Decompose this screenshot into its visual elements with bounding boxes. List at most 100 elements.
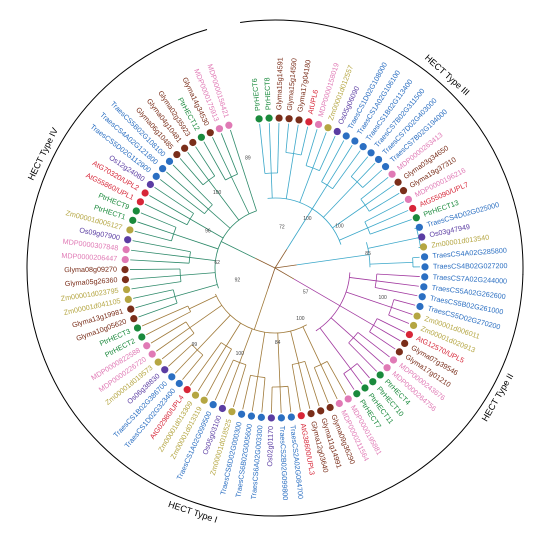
leaf-marker (361, 384, 369, 392)
clade-branch (253, 288, 269, 330)
subclade-branch (231, 176, 250, 215)
bootstrap-values: 72 100 100 85 100 57 100 84 100 99 92 62 96 100 89 (192, 155, 387, 357)
leaf-branch (393, 299, 416, 306)
leaf-branch (369, 331, 396, 350)
leaf-marker (124, 295, 132, 304)
leaf-marker (335, 399, 343, 408)
subclade-arc (220, 342, 232, 350)
leaf-branch (367, 210, 409, 229)
leaf-branch (259, 123, 266, 174)
leaf-marker (154, 358, 162, 366)
leaf-marker (287, 413, 295, 421)
subclade-branch (330, 317, 354, 339)
leaf-branch (319, 135, 336, 171)
bootstrap-value: 100 (378, 295, 387, 301)
root-branch (274, 267, 295, 280)
leaf-branch (223, 362, 240, 404)
leaf-marker (413, 312, 421, 320)
leaf-marker (421, 273, 429, 281)
leaf-branch (154, 186, 194, 214)
leaf-branch (146, 311, 191, 336)
leaf-branch (326, 361, 347, 395)
leaf-marker (367, 149, 375, 157)
bootstrap-value: 57 (303, 290, 309, 296)
leaf-branch (174, 349, 198, 374)
leaf-branch (131, 249, 190, 258)
leaf-branch (138, 302, 178, 318)
root-branch (267, 267, 276, 289)
leaf-branch (370, 219, 412, 235)
subclade-arc (348, 332, 359, 344)
bootstrap-value: 72 (279, 225, 285, 231)
leaf-branch (189, 342, 222, 386)
leaf-marker (206, 129, 214, 137)
subclade-arc (369, 318, 378, 332)
subclade-branch (302, 326, 322, 365)
tree-branches (130, 123, 421, 413)
leaf-branch (412, 256, 420, 259)
leaf-label: TraesCS7A02G244000 (432, 272, 507, 285)
subclade-arc (185, 321, 195, 334)
subclade-arc (360, 198, 370, 212)
leaf-branch (291, 364, 301, 411)
leaf-marker (228, 408, 236, 416)
subclade-branch (299, 167, 314, 203)
leaf-branch (348, 342, 377, 372)
leaf-branch (343, 373, 355, 390)
subclade-arc (204, 204, 213, 214)
leaf-marker (374, 155, 383, 164)
root-branch (255, 257, 276, 269)
leaf-branch (287, 386, 292, 413)
leaf-branch (168, 344, 193, 367)
leaf-branch (312, 132, 327, 169)
subclade-branch (369, 261, 413, 265)
leaf-branch (376, 273, 420, 277)
subclade-arc (264, 172, 278, 174)
bootstrap-value: 99 (192, 342, 198, 348)
leaf-marker (129, 216, 137, 224)
leaf-marker (342, 132, 350, 140)
leaf-branch (391, 307, 413, 315)
leaf-branch (161, 332, 195, 360)
clade-branch (220, 241, 256, 259)
leaf-marker (257, 413, 265, 421)
leaf-marker (285, 115, 293, 123)
leaf-branch (187, 152, 210, 181)
leaf-branch (242, 375, 251, 410)
subclade-branch (208, 208, 231, 229)
leaf-marker (209, 401, 217, 409)
leaf-marker (404, 195, 412, 203)
leaf-branch (141, 305, 189, 327)
leaf-branch (220, 133, 238, 175)
leaf-label: TraesCS4B02G027200 (433, 261, 508, 271)
subclade-branch (189, 257, 216, 262)
leaf-marker (218, 404, 227, 413)
leaf-branch (140, 212, 177, 228)
type-arcs (26, 19, 524, 517)
bootstrap-value: 84 (275, 340, 281, 346)
leaf-marker (418, 233, 426, 241)
leaf-branch (305, 129, 318, 166)
leaf-branch (313, 367, 329, 403)
subclade-arc (225, 173, 238, 181)
subclade-branch (339, 305, 374, 326)
leaf-marker (183, 386, 191, 394)
leaf-marker (305, 118, 313, 126)
leaf-branch (360, 177, 389, 200)
leaf-marker (152, 172, 160, 180)
leaf-marker (168, 373, 176, 381)
clade-arc (366, 242, 371, 268)
leaf-branch (350, 368, 363, 385)
leaf-marker (191, 391, 200, 399)
leaf-branch (251, 376, 259, 412)
clade-branch (296, 254, 370, 266)
subclade-branch (367, 237, 419, 249)
leaf-marker (255, 115, 263, 123)
subclade-arc (388, 299, 395, 316)
leaf-marker (376, 371, 384, 379)
type-label: HECT Type II (480, 372, 516, 423)
leaf-branch (130, 268, 181, 270)
bootstrap-value: 85 (365, 251, 371, 257)
leaf-marker (121, 255, 129, 264)
subclade-arc (305, 165, 320, 172)
